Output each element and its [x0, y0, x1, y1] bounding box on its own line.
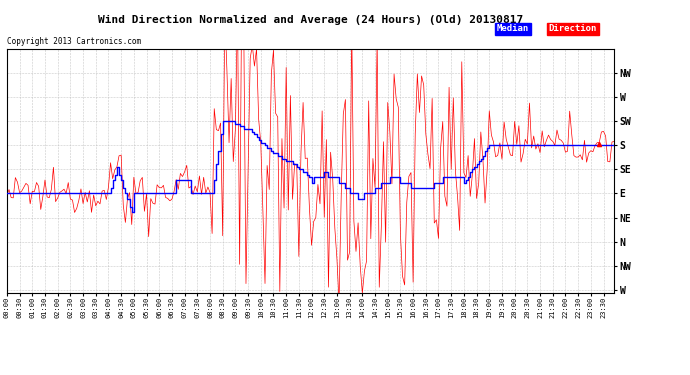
Text: Wind Direction Normalized and Average (24 Hours) (Old) 20130817: Wind Direction Normalized and Average (2… [98, 15, 523, 25]
Text: Direction: Direction [549, 24, 597, 33]
Text: Copyright 2013 Cartronics.com: Copyright 2013 Cartronics.com [7, 38, 141, 46]
Text: Median: Median [497, 24, 529, 33]
